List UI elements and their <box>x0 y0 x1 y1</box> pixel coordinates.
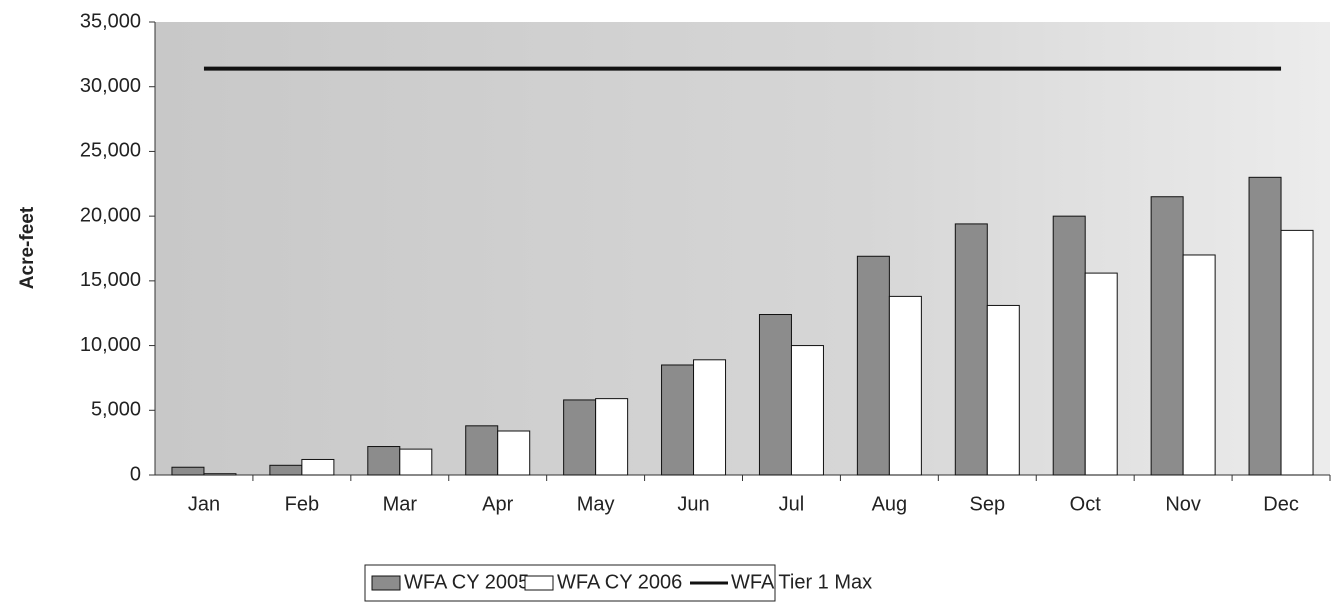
bar <box>790 345 824 476</box>
bar <box>203 473 237 476</box>
legend-label: WFA CY 2005 <box>404 571 529 593</box>
legend-swatch <box>524 575 554 591</box>
legend-label: WFA Tier 1 Max <box>731 571 872 593</box>
bar <box>1084 272 1118 476</box>
bar <box>1248 176 1282 476</box>
bar <box>367 446 401 476</box>
y-tick-label: 0 <box>130 463 141 485</box>
bar <box>1150 196 1184 476</box>
plot-area <box>155 22 1330 475</box>
x-tick-label: Oct <box>1070 493 1102 515</box>
bar <box>301 458 335 476</box>
y-axis-label: Acre-feet <box>17 206 38 289</box>
x-tick-label: Aug <box>872 493 908 515</box>
bar <box>661 364 695 476</box>
bar <box>1052 215 1086 476</box>
x-tick-label: Jul <box>779 493 805 515</box>
bar <box>986 304 1020 476</box>
bar <box>269 464 303 476</box>
x-tick-label: Feb <box>285 493 319 515</box>
bar <box>1182 254 1216 476</box>
bar <box>497 430 531 476</box>
y-tick-label: 35,000 <box>80 10 141 32</box>
bar <box>1280 229 1314 476</box>
bar <box>888 295 922 476</box>
bar <box>399 448 433 476</box>
y-tick-label: 10,000 <box>80 334 141 356</box>
x-tick-label: Sep <box>969 493 1005 515</box>
y-tick-label: 5,000 <box>91 399 141 421</box>
y-tick-label: 15,000 <box>80 269 141 291</box>
x-tick-label: May <box>577 493 615 515</box>
y-tick-label: 20,000 <box>80 204 141 226</box>
x-tick-label: Mar <box>383 493 418 515</box>
y-tick-label: 25,000 <box>80 140 141 162</box>
legend-label: WFA CY 2006 <box>557 571 682 593</box>
bar <box>171 466 205 476</box>
x-tick-label: Jun <box>677 493 709 515</box>
bar <box>563 399 597 476</box>
legend-swatch <box>371 575 401 591</box>
bar <box>954 223 988 476</box>
bar <box>758 314 792 476</box>
x-tick-label: Nov <box>1165 493 1201 515</box>
bar <box>595 398 629 476</box>
x-tick-label: Apr <box>482 493 513 515</box>
bar <box>693 359 727 476</box>
x-tick-label: Dec <box>1263 493 1299 515</box>
bar <box>856 255 890 476</box>
bar <box>465 425 499 476</box>
y-tick-label: 30,000 <box>80 75 141 97</box>
x-tick-label: Jan <box>188 493 220 515</box>
